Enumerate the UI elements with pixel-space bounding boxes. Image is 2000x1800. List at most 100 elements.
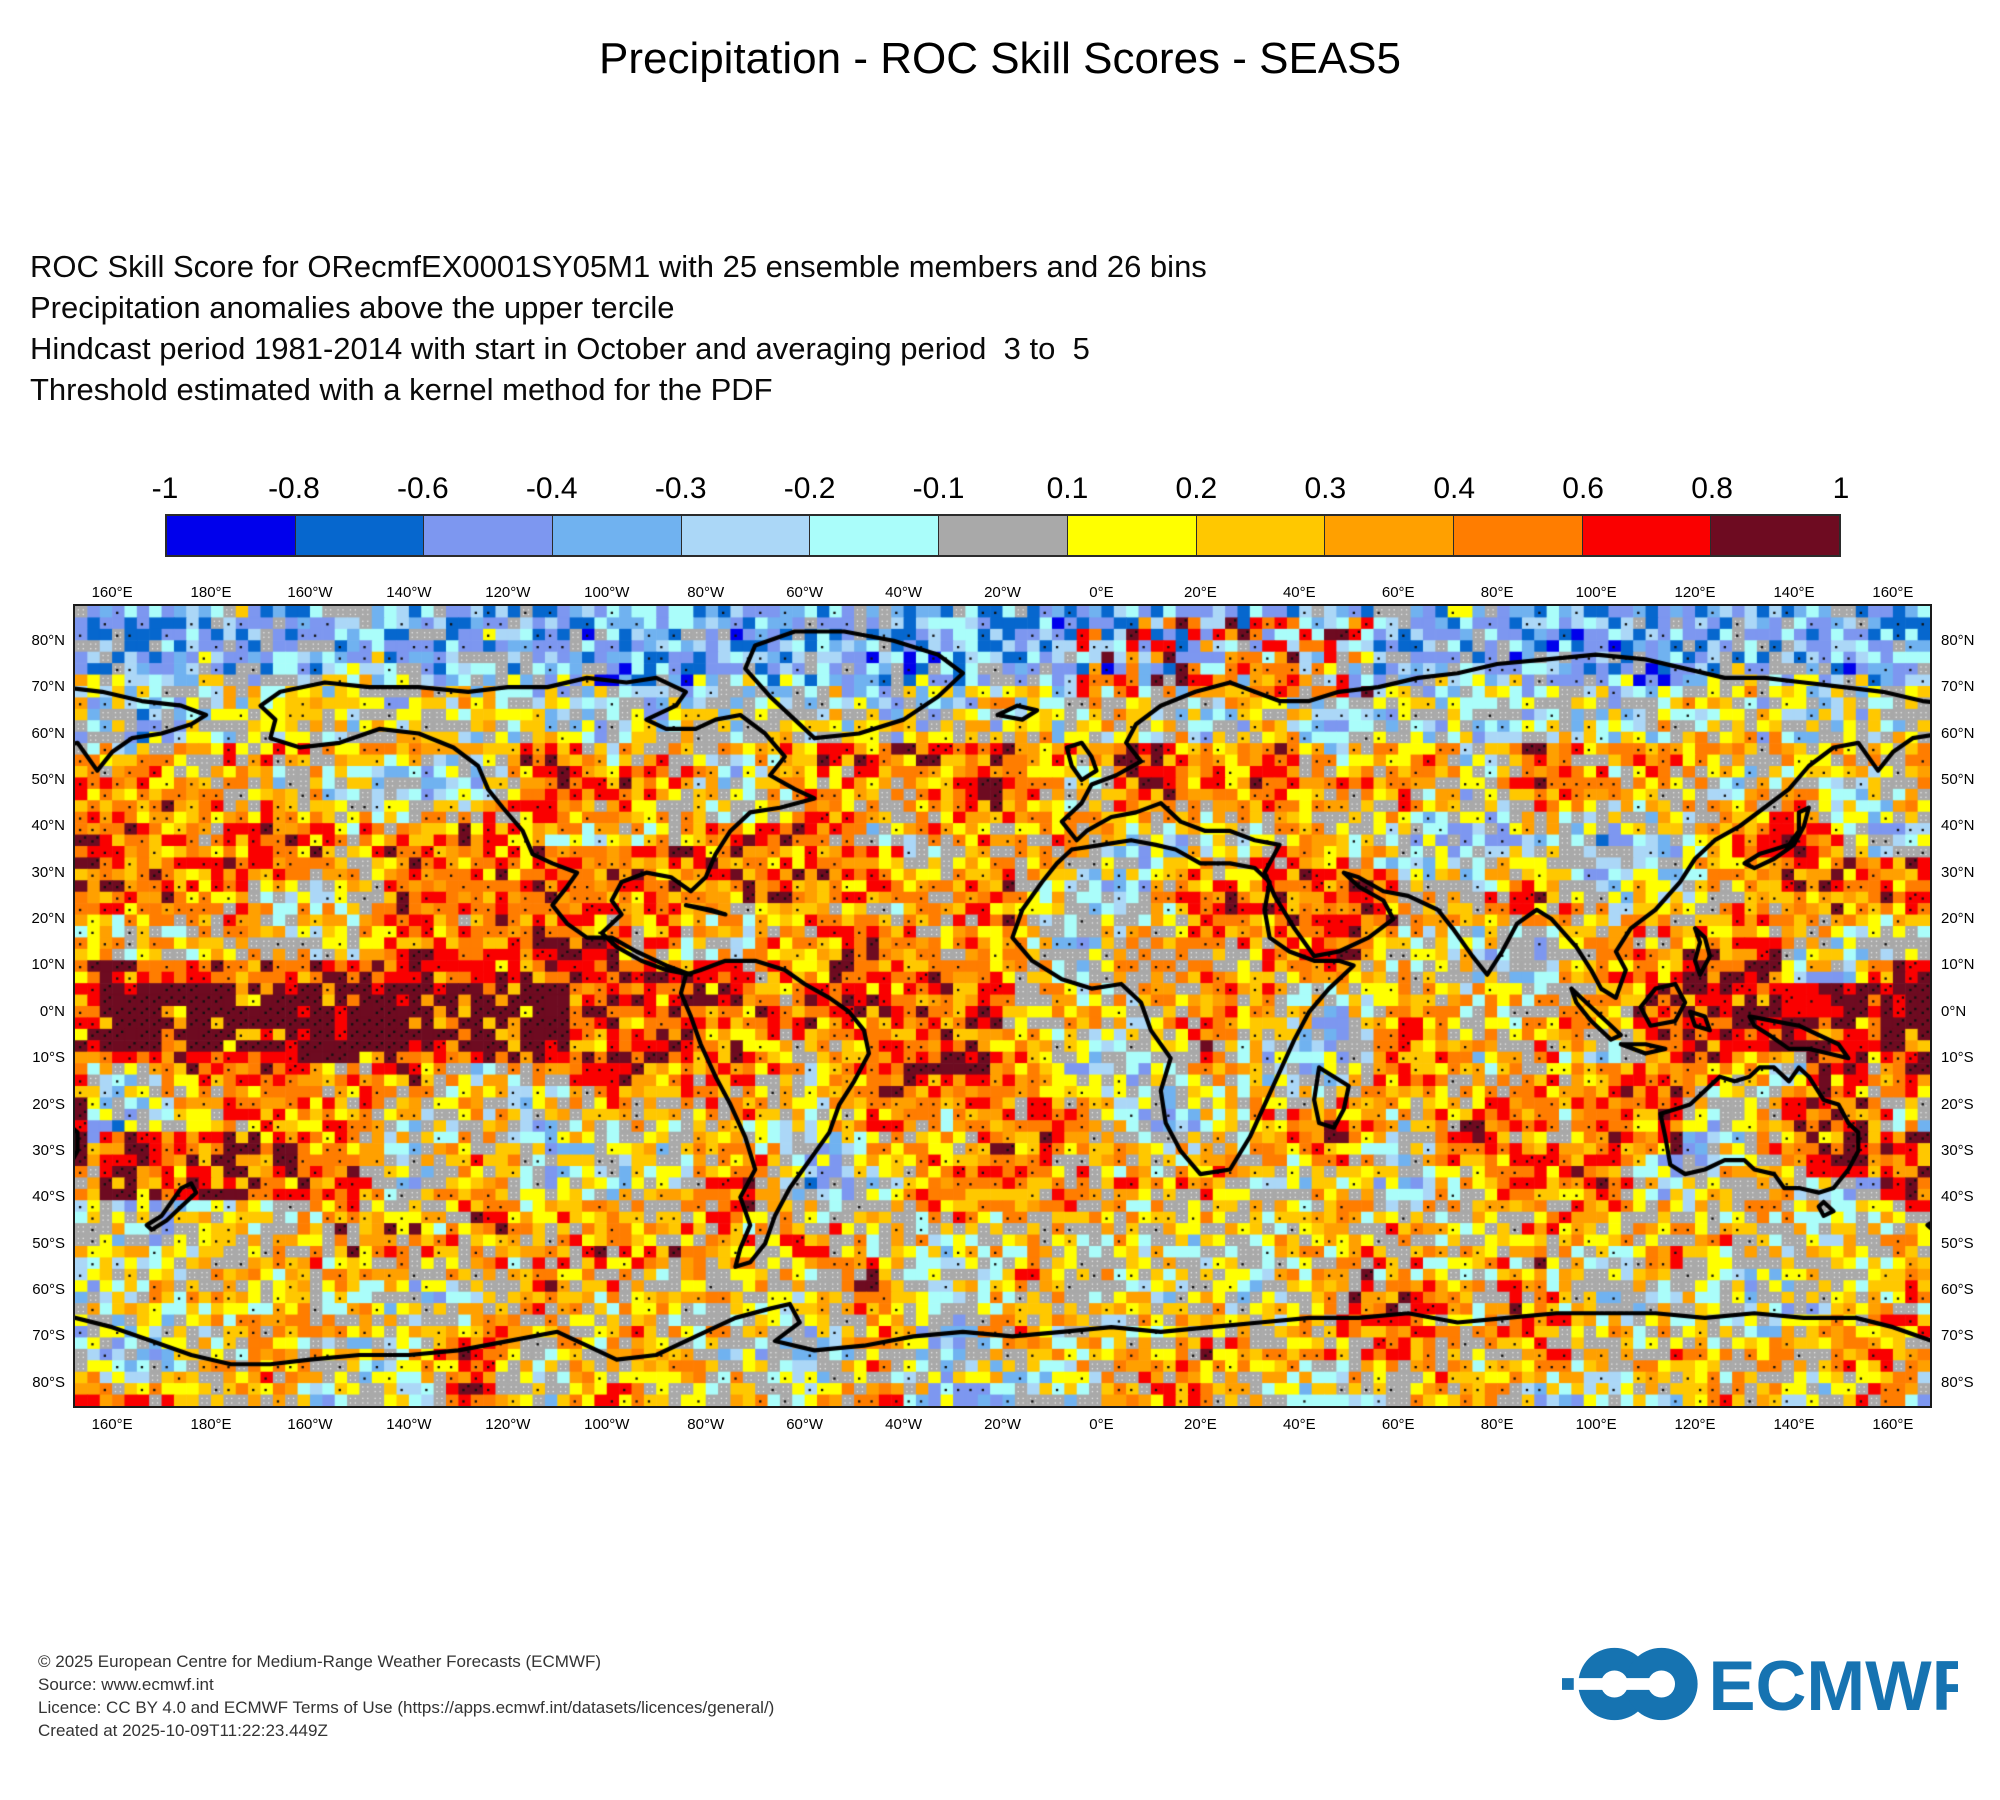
longitude-tick-label: 140°W	[386, 584, 432, 601]
latitude-tick-label: 80°S	[32, 1373, 65, 1391]
longitude-tick-label: 100°E	[1575, 584, 1617, 601]
latitude-tick-label: 0°N	[39, 1002, 65, 1020]
longitude-tick-label: 0°E	[1089, 584, 1114, 601]
colorbar-tick-label: -0.4	[525, 472, 578, 505]
colorbar-segment	[167, 516, 296, 555]
latitude-tick-label: 70°S	[1941, 1327, 1974, 1345]
latitude-tick-label: 70°N	[31, 678, 65, 696]
longitude-tick-label: 140°E	[1773, 1416, 1815, 1433]
latitude-tick-label: 50°N	[1941, 770, 1975, 788]
colorbar-tick-label: 0.8	[1691, 472, 1733, 505]
colorbar-tick-label: 0.6	[1562, 472, 1604, 505]
colorbar-segment	[424, 516, 554, 555]
colorbar-tick-label: 0.4	[1433, 472, 1476, 505]
colorbar-segment	[681, 516, 811, 555]
colorbar-segment	[1711, 516, 1839, 555]
longitude-tick-label: 60°W	[786, 584, 824, 601]
colorbar-tick-label: -0.1	[912, 472, 965, 505]
latitude-tick-label: 60°N	[1941, 724, 1975, 742]
colorbar-segment	[1067, 516, 1197, 555]
footer-attribution: © 2025 European Centre for Medium-Range …	[38, 1650, 774, 1742]
latitude-tick-label: 10°N	[31, 956, 65, 974]
latitude-tick-label: 40°N	[31, 817, 65, 835]
longitude-tick-label: 100°W	[584, 1416, 630, 1433]
longitude-tick-label: 60°E	[1381, 1416, 1415, 1433]
longitude-tick-label: 40°W	[885, 1416, 922, 1433]
latitude-tick-label: 70°S	[32, 1327, 65, 1345]
longitude-tick-label: 20°W	[984, 584, 1021, 601]
latitude-tick-label: 0°N	[1941, 1002, 1967, 1020]
latitude-tick-label: 30°S	[32, 1141, 65, 1159]
colorbar-segment	[810, 516, 940, 555]
longitude-tick-label: 80°W	[687, 1416, 725, 1433]
latitude-tick-label: 80°N	[1941, 631, 1975, 649]
latitude-tick-label: 10°S	[1941, 1049, 1974, 1067]
latitude-tick-label: 80°S	[1941, 1373, 1974, 1391]
longitude-tick-label: 180°E	[190, 1416, 232, 1433]
longitude-tick-label: 120°W	[485, 584, 531, 601]
latitude-tick-label: 30°S	[1941, 1141, 1974, 1159]
latitude-tick-label: 30°N	[1941, 863, 1975, 881]
footer-created-at: Created at 2025-10-09T11:22:23.449Z	[38, 1721, 328, 1740]
latitude-tick-label: 40°N	[1941, 817, 1975, 835]
plot-description: ROC Skill Score for ORecmfEX0001SY05M1 w…	[30, 246, 1207, 410]
latitude-tick-label: 50°S	[1941, 1234, 1974, 1252]
colorbar-tick-label: -0.3	[654, 472, 707, 505]
longitude-tick-label: 20°W	[984, 1416, 1021, 1433]
colorbar-tick-label: -1	[151, 472, 179, 505]
latitude-tick-label: 50°S	[32, 1234, 65, 1252]
longitude-tick-label: 160°E	[1872, 584, 1914, 601]
latitude-tick-label: 20°N	[31, 910, 65, 928]
colorbar-tick-label: -0.8	[268, 472, 320, 505]
colorbar-segment	[1325, 516, 1454, 555]
longitude-tick-label: 100°W	[584, 584, 630, 601]
longitude-tick-label: 160°E	[91, 584, 133, 601]
colorbar	[165, 514, 1841, 557]
colorbar-segment	[1453, 516, 1583, 555]
longitude-tick-label: 120°E	[1674, 1416, 1716, 1433]
latitude-tick-label: 60°N	[31, 724, 65, 742]
latitude-tick-label: 40°S	[1941, 1188, 1974, 1206]
colorbar-segment	[1196, 516, 1326, 555]
latitude-tick-label: 20°S	[1941, 1095, 1974, 1113]
longitude-tick-label: 80°E	[1480, 584, 1514, 601]
longitude-tick-label: 140°W	[386, 1416, 432, 1433]
colorbar-tick-label: 0.2	[1175, 472, 1218, 505]
roc-skill-map	[75, 606, 1930, 1406]
longitude-tick-label: 120°W	[485, 1416, 531, 1433]
longitude-tick-label: 100°E	[1575, 1416, 1617, 1433]
latitude-tick-label: 20°N	[1941, 910, 1975, 928]
latitude-tick-label: 20°S	[32, 1095, 65, 1113]
longitude-tick-label: 160°E	[91, 1416, 133, 1433]
latitude-tick-label: 80°N	[31, 631, 65, 649]
longitude-tick-label: 20°E	[1184, 584, 1217, 601]
colorbar-segment	[939, 516, 1068, 555]
map-frame	[73, 604, 1932, 1408]
longitude-tick-label: 120°E	[1674, 584, 1716, 601]
longitude-tick-label: 160°W	[287, 1416, 333, 1433]
ecmwf-logo-text: ECMWF	[1708, 1646, 1958, 1722]
latitude-tick-label: 60°S	[1941, 1281, 1974, 1299]
colorbar-tick-label: 0.3	[1304, 472, 1347, 505]
colorbar-tick-label: -0.6	[396, 472, 449, 505]
description-line-4: Threshold estimated with a kernel method…	[30, 372, 773, 407]
description-line-2: Precipitation anomalies above the upper …	[30, 290, 675, 325]
footer-licence: Licence: CC BY 4.0 and ECMWF Terms of Us…	[38, 1698, 775, 1717]
latitude-tick-label: 30°N	[31, 863, 65, 881]
ecmwf-logo-svg: ECMWF	[1562, 1646, 1975, 1725]
latitude-tick-label: 50°N	[31, 770, 65, 788]
colorbar-segment	[1582, 516, 1712, 555]
latitude-tick-label: 40°S	[32, 1188, 65, 1206]
longitude-tick-label: 160°W	[287, 584, 333, 601]
description-line-1: ROC Skill Score for ORecmfEX0001SY05M1 w…	[30, 249, 1207, 284]
longitude-tick-label: 40°E	[1282, 584, 1316, 601]
latitude-tick-label: 60°S	[32, 1281, 65, 1299]
colorbar-tick-label: -0.2	[783, 472, 836, 505]
longitude-tick-label: 0°E	[1089, 1416, 1114, 1433]
ecmwf-logo: ECMWF	[1562, 1646, 1975, 1727]
longitude-tick-label: 180°E	[190, 584, 232, 601]
longitude-tick-label: 40°E	[1282, 1416, 1316, 1433]
latitude-tick-label: 10°S	[32, 1049, 65, 1067]
longitude-tick-label: 20°E	[1184, 1416, 1217, 1433]
page-title: Precipitation - ROC Skill Scores - SEAS5	[598, 34, 1402, 83]
